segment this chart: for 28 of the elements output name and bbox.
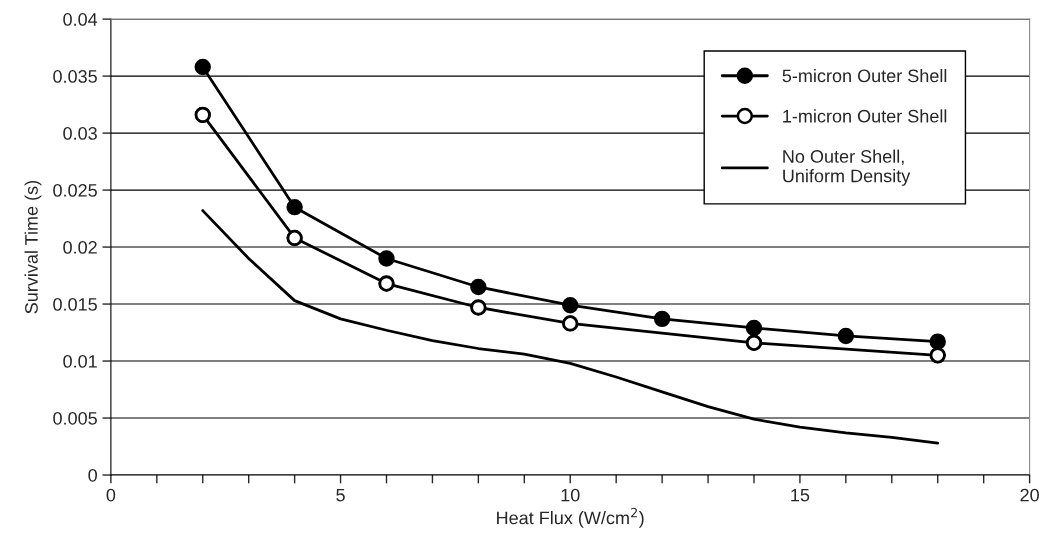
y-tick-label: 0.025 [53, 184, 97, 197]
x-tick-label: 0 [106, 488, 116, 502]
x-tick-label: 20 [1020, 488, 1039, 502]
point [470, 278, 487, 296]
point [378, 250, 395, 267]
point [286, 198, 303, 216]
legend-label: 1-micron Outer Shell [783, 109, 947, 123]
y-tick-label: 0.03 [63, 127, 97, 140]
point [745, 319, 763, 337]
legend-label: 5-micron Outer Shell [782, 68, 947, 83]
x-tick-label: 15 [791, 488, 810, 502]
y-tick-label: 0.015 [53, 297, 97, 311]
y-tick-label: 0 [88, 468, 97, 482]
y-tick-label: 0.04 [63, 13, 98, 26]
legend-label: No Outer Shell, Uniform Density [783, 149, 911, 186]
x-axis-title: Heat Flux (W/cm$^{2}$) [497, 507, 644, 528]
x-tick-label: 5 [336, 488, 345, 502]
y-tick-label: 0.01 [63, 354, 97, 368]
y-tick-label: 0.005 [53, 411, 97, 425]
x-tick-label: 10 [561, 488, 580, 502]
y-axis-title: Survival Time (s) [24, 180, 42, 314]
point [562, 297, 579, 314]
point [653, 310, 671, 328]
y-tick-label: 0.035 [53, 70, 97, 83]
point [194, 58, 211, 76]
y-tick-label: 0.02 [63, 241, 97, 254]
point [929, 333, 946, 350]
point [837, 327, 855, 345]
